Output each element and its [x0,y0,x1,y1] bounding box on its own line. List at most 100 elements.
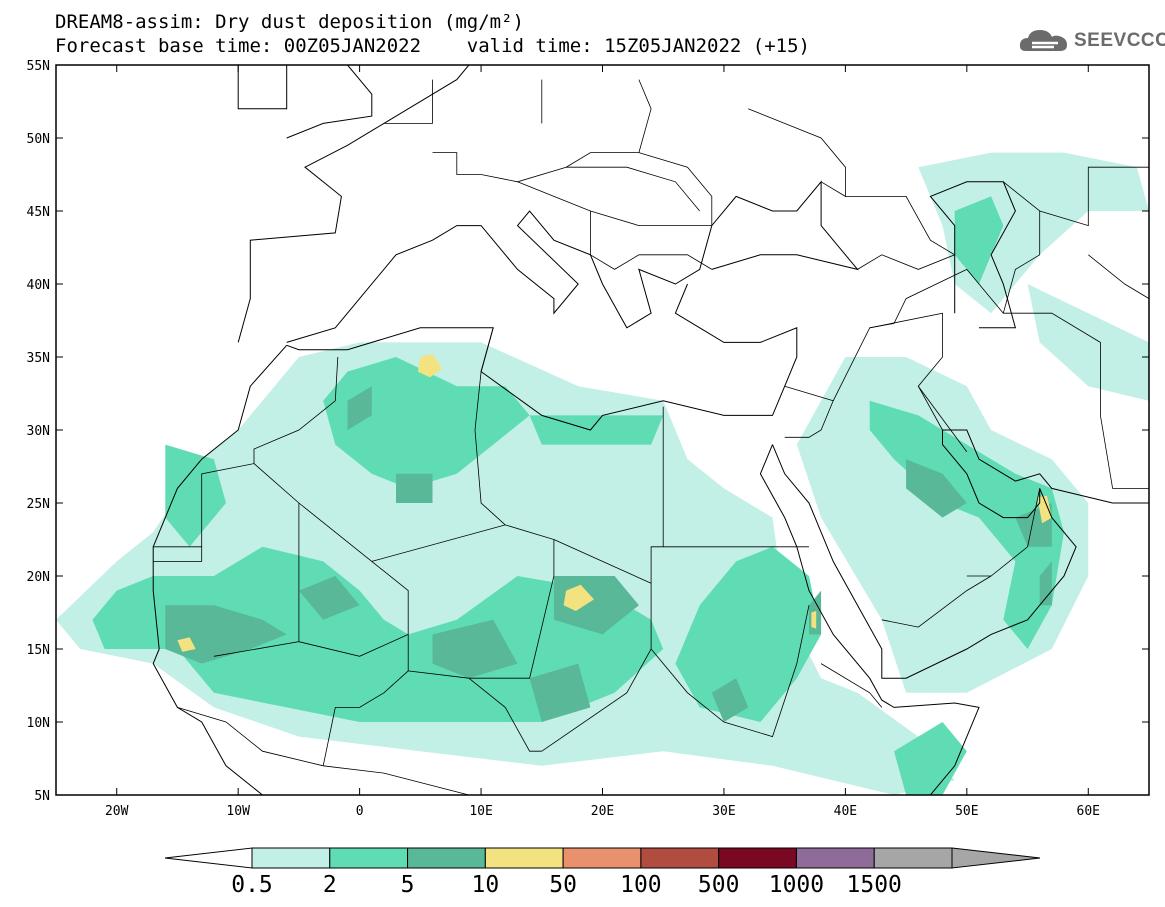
lat-tick-label: 30N [27,424,50,439]
colorbar-upper-arrow [951,847,1041,869]
lon-tick-label: 50E [955,804,978,819]
seevccc-logo: SEEVCCC [1018,27,1165,55]
lat-tick-label: 25N [27,497,50,512]
dust-level-4-region [177,637,196,652]
country-border [474,429,506,526]
dust-level-2-region [869,400,1064,649]
lon-tick-label: 30E [712,804,735,819]
latitude-axis: 55N 50N 45N 40N 35N 30N 25N 20N 15N 10N 5N [27,59,1149,804]
country-border [832,312,943,431]
dust-level-2-region [675,546,822,722]
lon-tick-label: 40E [834,804,857,819]
coastline [286,65,373,139]
dust-level-3-region [432,619,518,679]
colorbar-swatch [562,847,642,869]
dust-level-4-region [563,584,594,611]
colorbar-swatch [718,847,797,869]
country-border [881,575,992,628]
coastline [286,283,798,431]
country-border [869,268,1149,489]
coastline [237,65,470,343]
lon-tick-label: 10E [469,804,492,819]
country-border [1002,181,1041,314]
dust-level-2-region [954,196,1004,284]
colorbar-label: 500 [698,872,740,898]
colorbar-lower-arrow [164,847,253,869]
country-border [784,385,834,438]
lat-tick-label: 20N [27,570,50,585]
dust-level-4-region [1037,495,1052,524]
country-border [371,524,555,679]
colorbar-swatch [795,847,875,869]
country-border [322,670,409,766]
dust-level-3-region [347,386,372,430]
country-border [298,502,409,657]
dust-level-3-region [396,473,433,503]
colorbar: 0.5 2 5 10 50 100 500 1000 1500 [164,847,1041,898]
colorbar-label: 5 [401,872,415,898]
lat-tick-label: 45N [27,205,50,220]
colorbar-swatch [251,847,331,869]
dust-level-2-region [323,357,530,489]
colorbar-swatch [873,847,953,869]
coastline [286,180,859,343]
country-border [638,152,713,226]
colorbar-label: 0.5 [231,872,273,898]
colorbar-swatch [329,847,409,869]
map-title: DREAM8-assim: Dry dust deposition (mg/m²… [55,11,524,33]
dust-level-1-region [1027,284,1149,401]
colorbar-label: 2 [323,872,337,898]
coastline [772,429,1149,679]
country-border [1039,166,1149,227]
lon-tick-label: 20W [105,804,129,819]
lat-tick-label: 15N [27,643,50,658]
colorbar-swatch [640,847,720,869]
coastline [237,65,288,110]
country-border [748,108,846,198]
lon-tick-label: 0 [356,804,364,819]
dust-level-3-region [298,576,360,620]
lon-tick-label: 20E [591,804,614,819]
lat-tick-label: 10N [27,716,50,731]
country-border [432,152,639,183]
country-border [820,663,883,708]
lat-tick-label: 5N [34,789,50,804]
colorbar-label: 1500 [847,872,902,898]
colorbar-swatch [407,847,486,869]
forecast-time-subtitle: Forecast base time: 00Z05JAN2022 valid t… [55,35,810,57]
dust-level-3-region [906,459,967,518]
country-border [153,546,203,562]
country-border [153,356,339,548]
lon-tick-label: 60E [1077,804,1100,819]
dust-level-3-region [711,678,749,722]
coastline [152,344,288,795]
country-border [590,211,713,270]
coastline [759,444,980,795]
lon-tick-label: 10W [226,804,250,819]
dust-level-4-region [417,354,443,378]
country-border [383,79,433,124]
country-border [845,195,956,270]
colorbar-label: 50 [549,872,577,898]
country-border [566,166,701,212]
colorbar-label: 100 [620,872,662,898]
dust-level-2-region [894,722,967,795]
country-border [177,707,469,795]
brand-name: SEEVCCC [1074,30,1165,51]
dust-level-4-region [811,611,817,629]
lat-tick-label: 40N [27,278,50,293]
dust-level-2-region [529,415,664,445]
country-border [1088,254,1149,299]
lat-tick-label: 35N [27,351,50,366]
lat-tick-label: 55N [27,59,50,74]
country-border [638,79,652,153]
lat-tick-label: 50N [27,132,50,147]
country-border [468,677,542,752]
country-border [966,488,1041,577]
colorbar-swatch [484,847,564,869]
longitude-axis: 20W 10W 0 10E 20E 30E 40E 50E 60E [105,65,1100,819]
country-borders-layer [153,79,1149,795]
coastline-layer [152,65,1149,795]
country-border [650,605,810,738]
